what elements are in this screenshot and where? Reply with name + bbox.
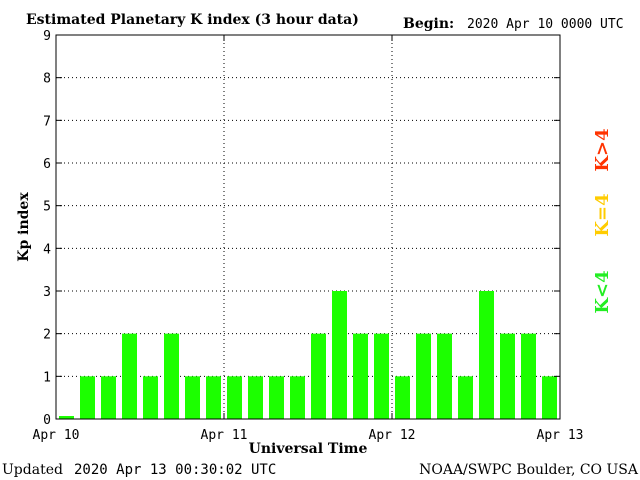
y-tick-label: 2	[43, 328, 51, 343]
x-tick-label: Apr 11	[201, 428, 248, 443]
kp-bar	[458, 376, 473, 419]
y-tick-label: 5	[43, 200, 51, 215]
y-axis-title: Kp index	[16, 192, 32, 262]
chart-title: Estimated Planetary K index (3 hour data…	[26, 12, 359, 28]
y-tick-label: 4	[43, 242, 51, 257]
kp-bar	[395, 376, 410, 419]
kp-bar	[416, 333, 431, 419]
kp-bar	[143, 376, 158, 419]
grid-lines	[56, 35, 560, 419]
kp-bar	[542, 376, 557, 419]
kp-bar	[332, 291, 347, 419]
x-tick-label: Apr 10	[33, 428, 80, 443]
kp-bar	[185, 376, 200, 419]
y-tick-label: 6	[43, 157, 51, 172]
kp-bar	[227, 376, 242, 419]
y-tick-label: 8	[43, 72, 51, 87]
y-tick-label: 9	[43, 29, 51, 44]
legend-item: K<4	[592, 270, 613, 313]
legend: K>4 K=4 K<4	[592, 128, 613, 313]
kp-bar	[269, 376, 284, 419]
kp-bar	[80, 376, 95, 419]
kp-bar	[101, 376, 116, 419]
kp-bar	[353, 333, 368, 419]
x-tick-label: Apr 13	[537, 428, 584, 443]
source-credit: NOAA/SWPC Boulder, CO USA	[419, 462, 639, 478]
y-tick-label: 1	[43, 370, 51, 385]
kp-bar	[437, 333, 452, 419]
legend-item: K>4	[592, 128, 613, 171]
legend-item: K=4	[592, 193, 613, 236]
kp-bar	[479, 291, 494, 419]
kp-bar	[206, 376, 221, 419]
y-tick-label: 7	[43, 114, 51, 129]
updated-value: 2020 Apr 13 00:30:02 UTC	[74, 462, 276, 478]
kp-bar	[311, 333, 326, 419]
begin-value: 2020 Apr 10 0000 UTC	[467, 17, 624, 32]
plot-frame	[55, 34, 561, 420]
bars	[59, 291, 557, 419]
kp-bar	[122, 333, 137, 419]
y-axis-ticks: 0 1 2 3 4 5 6 7 8 9	[43, 29, 560, 428]
kp-bar	[500, 333, 515, 419]
kp-bar	[59, 416, 74, 419]
y-tick-label: 3	[43, 285, 51, 300]
kp-bar	[164, 333, 179, 419]
kp-bar	[290, 376, 305, 419]
updated-label: Updated	[2, 462, 63, 478]
kp-bar	[248, 376, 263, 419]
kp-bar	[521, 333, 536, 419]
y-tick-label: 0	[43, 413, 51, 428]
kp-bar	[374, 333, 389, 419]
x-axis-title: Universal Time	[249, 441, 368, 457]
x-axis-ticks: Apr 10 Apr 11 Apr 12 Apr 13	[33, 35, 584, 443]
x-tick-label: Apr 12	[369, 428, 416, 443]
begin-label: Begin:	[403, 16, 454, 32]
